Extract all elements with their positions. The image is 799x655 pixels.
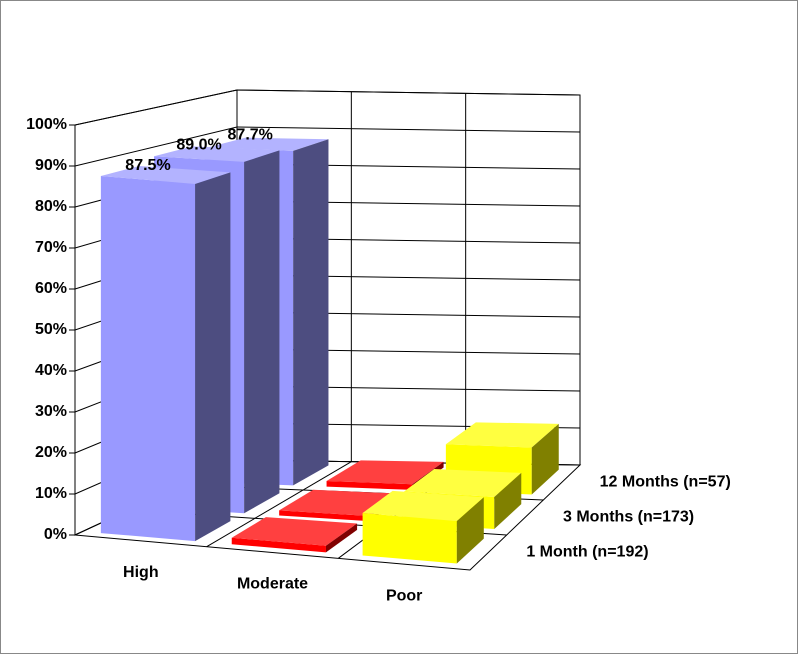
bar-top (100, 166, 231, 185)
y-tick-label: 50% (35, 321, 67, 338)
bar-top (154, 146, 280, 162)
grid-line (236, 89, 581, 96)
bar-top (231, 517, 358, 546)
bar-top (362, 490, 484, 522)
y-tick-label: 10% (35, 485, 67, 502)
depth-label: 1 Month (n=192) (526, 544, 648, 561)
grid-line (74, 89, 238, 126)
y-tick-label: 0% (44, 526, 67, 543)
value-label: 87.5% (125, 157, 170, 174)
bar-top (207, 137, 329, 151)
bar-top (326, 460, 444, 485)
bar-front (279, 510, 370, 522)
bar-side (244, 150, 280, 514)
bar-front (231, 537, 326, 553)
y-tick-label: 30% (35, 403, 67, 420)
value-label: 89.0% (176, 136, 221, 153)
bar (231, 517, 358, 553)
bar-top (445, 422, 559, 448)
bar (362, 490, 484, 564)
floor-divider (206, 461, 352, 548)
bar-side (494, 472, 522, 529)
depth-label: 12 Months (n=57) (600, 474, 731, 491)
y-tick-label: 70% (35, 239, 67, 256)
y-tick-label: 100% (26, 116, 67, 133)
x-tick-label: High (123, 564, 159, 581)
depth-label: 3 Months (n=173) (563, 509, 694, 526)
bar-front (362, 513, 457, 564)
y-tick-label: 40% (35, 362, 67, 379)
bar-side (195, 172, 231, 542)
bar-side (456, 497, 484, 564)
bar-top (404, 468, 522, 498)
y-tick-label: 90% (35, 157, 67, 174)
grid-line (74, 126, 238, 167)
x-tick-label: Poor (386, 587, 422, 604)
x-tick-label: Moderate (237, 576, 308, 593)
y-tick-label: 80% (35, 198, 67, 215)
bar-front (326, 480, 413, 490)
value-label: 87.7% (228, 126, 273, 143)
grid-line (236, 126, 581, 133)
bar-side (293, 139, 329, 486)
bar-side (325, 523, 358, 553)
bar-side (531, 423, 559, 495)
bar-front (100, 175, 196, 542)
y-tick-label: 20% (35, 444, 67, 461)
bar (100, 166, 231, 542)
y-tick-label: 60% (35, 280, 67, 297)
